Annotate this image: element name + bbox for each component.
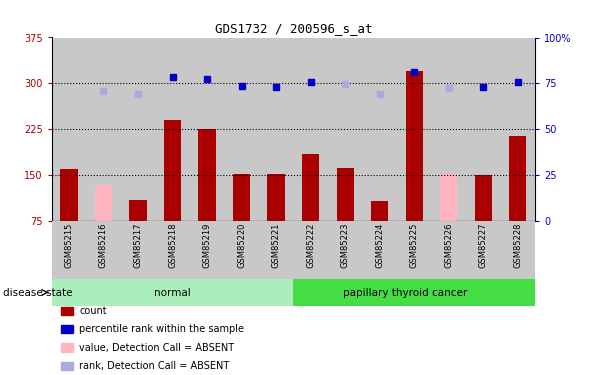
Bar xyxy=(432,221,466,279)
Bar xyxy=(293,279,535,306)
Bar xyxy=(155,221,190,279)
Bar xyxy=(362,38,397,221)
Text: disease state: disease state xyxy=(3,288,72,297)
Text: GSM85225: GSM85225 xyxy=(410,222,419,268)
Bar xyxy=(466,221,500,279)
Bar xyxy=(432,38,466,221)
Text: percentile rank within the sample: percentile rank within the sample xyxy=(79,324,244,334)
Text: normal: normal xyxy=(154,288,191,297)
Bar xyxy=(60,169,78,221)
Bar xyxy=(52,221,86,279)
Text: count: count xyxy=(79,306,107,316)
Bar xyxy=(328,38,362,221)
Text: GSM85219: GSM85219 xyxy=(202,222,212,268)
Bar xyxy=(61,344,74,352)
Text: GSM85222: GSM85222 xyxy=(306,222,315,268)
Text: papillary thyroid cancer: papillary thyroid cancer xyxy=(344,288,468,297)
Bar xyxy=(198,129,216,221)
Bar xyxy=(61,307,74,315)
Text: value, Detection Call = ABSENT: value, Detection Call = ABSENT xyxy=(79,343,234,352)
Text: GSM85221: GSM85221 xyxy=(272,222,281,268)
Bar xyxy=(509,135,527,221)
Bar xyxy=(130,200,147,221)
Bar xyxy=(259,38,293,221)
Bar xyxy=(190,38,224,221)
Bar xyxy=(336,168,354,221)
Text: GSM85224: GSM85224 xyxy=(375,222,384,268)
Bar xyxy=(362,221,397,279)
Text: GSM85227: GSM85227 xyxy=(478,222,488,268)
Bar xyxy=(268,174,285,221)
Bar xyxy=(500,38,535,221)
Text: GSM85228: GSM85228 xyxy=(513,222,522,268)
Bar xyxy=(164,120,181,221)
Text: GSM85215: GSM85215 xyxy=(64,222,74,268)
Bar xyxy=(293,221,328,279)
Bar xyxy=(86,38,121,221)
Bar xyxy=(95,184,112,221)
Bar xyxy=(397,221,432,279)
Text: GSM85218: GSM85218 xyxy=(168,222,177,268)
Text: rank, Detection Call = ABSENT: rank, Detection Call = ABSENT xyxy=(79,361,229,371)
Bar xyxy=(371,201,389,221)
Bar xyxy=(500,221,535,279)
Bar xyxy=(293,38,328,221)
Bar xyxy=(259,221,293,279)
Bar xyxy=(224,221,259,279)
Text: GSM85217: GSM85217 xyxy=(134,222,142,268)
Bar xyxy=(328,221,362,279)
Title: GDS1732 / 200596_s_at: GDS1732 / 200596_s_at xyxy=(215,22,372,35)
Bar xyxy=(406,71,423,221)
Bar xyxy=(121,221,155,279)
Bar xyxy=(440,174,457,221)
Bar xyxy=(86,221,121,279)
Bar xyxy=(61,325,74,333)
Bar xyxy=(61,362,74,370)
Bar xyxy=(466,38,500,221)
Bar xyxy=(52,279,293,306)
Bar xyxy=(302,154,319,221)
Text: GSM85216: GSM85216 xyxy=(99,222,108,268)
Bar xyxy=(52,38,86,221)
Bar xyxy=(121,38,155,221)
Bar xyxy=(224,38,259,221)
Bar xyxy=(475,176,492,221)
Bar xyxy=(190,221,224,279)
Bar xyxy=(155,38,190,221)
Bar xyxy=(397,38,432,221)
Text: GSM85226: GSM85226 xyxy=(444,222,453,268)
Text: GSM85223: GSM85223 xyxy=(340,222,350,268)
Text: GSM85220: GSM85220 xyxy=(237,222,246,268)
Bar xyxy=(233,174,250,221)
